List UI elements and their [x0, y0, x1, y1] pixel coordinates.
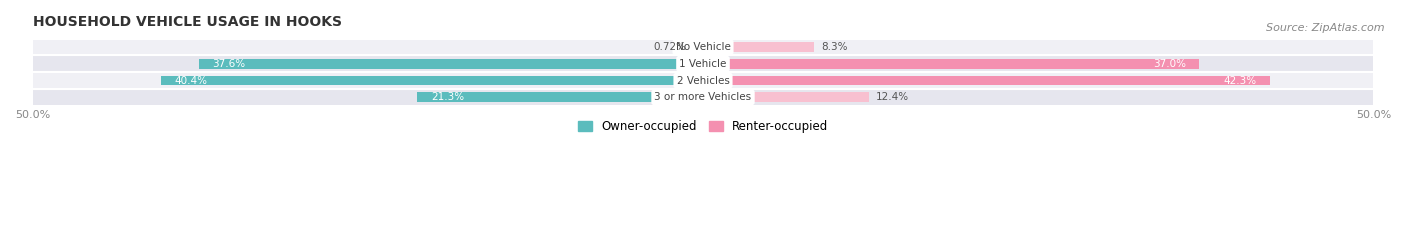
Text: 8.3%: 8.3%	[821, 42, 848, 52]
Bar	[32, 56, 1374, 72]
Bar	[703, 76, 1270, 86]
Text: 0.72%: 0.72%	[654, 42, 686, 52]
Text: Source: ZipAtlas.com: Source: ZipAtlas.com	[1267, 23, 1385, 33]
Text: 37.6%: 37.6%	[212, 59, 246, 69]
Bar	[703, 59, 1199, 69]
Bar	[32, 39, 1374, 55]
Legend: Owner-occupied, Renter-occupied: Owner-occupied, Renter-occupied	[572, 116, 834, 138]
Text: HOUSEHOLD VEHICLE USAGE IN HOOKS: HOUSEHOLD VEHICLE USAGE IN HOOKS	[32, 15, 342, 29]
Bar	[32, 90, 1374, 105]
Text: 2 Vehicles: 2 Vehicles	[676, 75, 730, 86]
Bar	[703, 93, 869, 102]
Text: 1 Vehicle: 1 Vehicle	[679, 59, 727, 69]
Bar	[198, 59, 703, 69]
Text: No Vehicle: No Vehicle	[675, 42, 731, 52]
Bar	[32, 73, 1374, 88]
Text: 42.3%: 42.3%	[1223, 75, 1257, 86]
Bar	[418, 93, 703, 102]
Text: 3 or more Vehicles: 3 or more Vehicles	[654, 92, 752, 102]
Bar	[703, 42, 814, 52]
Text: 37.0%: 37.0%	[1153, 59, 1185, 69]
Bar	[693, 42, 703, 52]
Bar	[162, 76, 703, 86]
Text: 12.4%: 12.4%	[876, 92, 910, 102]
Text: 21.3%: 21.3%	[430, 92, 464, 102]
Text: 40.4%: 40.4%	[174, 75, 208, 86]
